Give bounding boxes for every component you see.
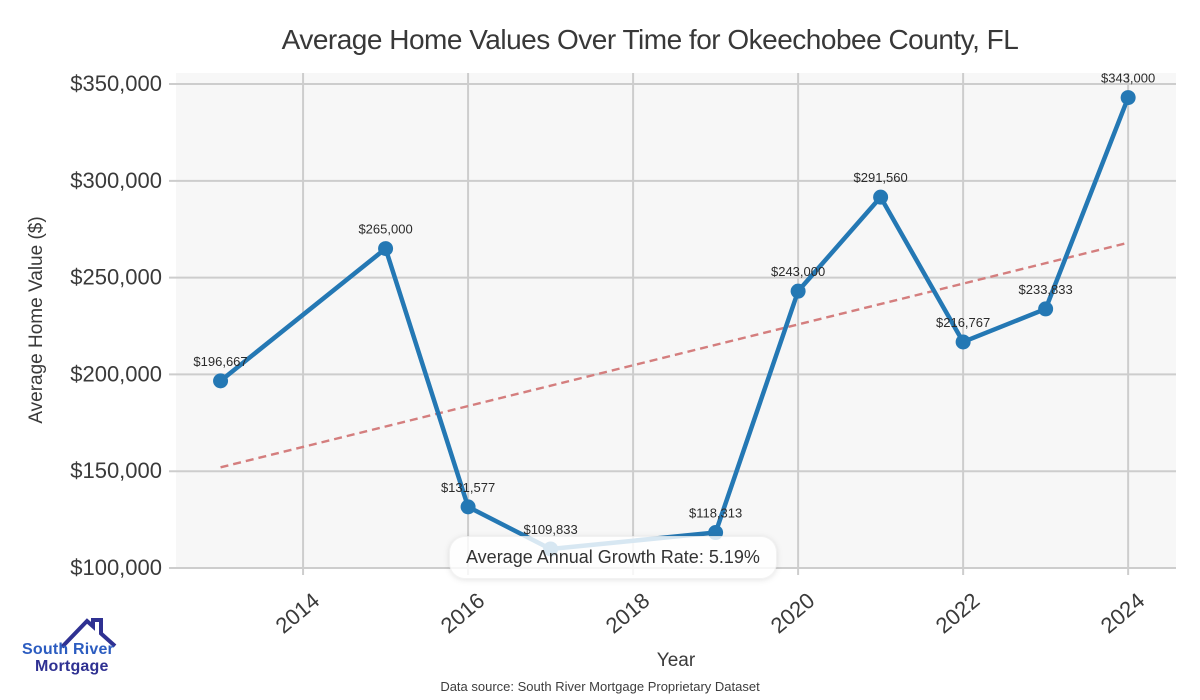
y-tick-label: $250,000: [70, 265, 162, 290]
data-point: [460, 499, 476, 515]
x-axis-title: Year: [656, 650, 696, 671]
y-tick-label: $150,000: [70, 458, 162, 483]
x-tick-label: 2022: [931, 588, 985, 639]
data-point-label: $216,767: [936, 315, 990, 330]
y-tick-label: $300,000: [70, 168, 162, 193]
logo-text-primary: South River: [22, 641, 114, 658]
chart-title: Average Home Values Over Time for Okeech…: [281, 24, 1019, 55]
data-point-label: $233,833: [1019, 282, 1073, 297]
x-tick-label: 2016: [436, 588, 490, 639]
data-point-label: $109,833: [523, 522, 577, 537]
plot-area: [176, 73, 1176, 568]
data-point: [1038, 301, 1054, 317]
data-point-label: $265,000: [358, 222, 412, 237]
y-tick-label: $200,000: [70, 361, 162, 386]
x-tick-label: 2024: [1096, 588, 1150, 639]
data-point: [873, 189, 889, 205]
data-point-label: $131,577: [441, 480, 495, 495]
company-logo: South River Mortgage: [14, 610, 144, 690]
data-point-label: $196,667: [193, 354, 247, 369]
x-tick-label: 2014: [271, 588, 325, 639]
data-point: [790, 283, 806, 299]
data-point-label: $291,560: [854, 170, 908, 185]
data-source-note: Data source: South River Mortgage Propri…: [440, 679, 760, 694]
logo-text-secondary: Mortgage: [35, 658, 109, 675]
x-tick-label: 2020: [766, 588, 820, 639]
x-tick-label: 2018: [601, 588, 655, 639]
data-point-label: $243,000: [771, 264, 825, 279]
y-tick-label: $350,000: [70, 71, 162, 96]
data-point: [378, 241, 394, 257]
house-roof-icon: [60, 618, 117, 649]
data-point: [213, 373, 229, 389]
gridlines: [169, 73, 1176, 575]
y-tick-label: $100,000: [70, 555, 162, 580]
growth-rate-annotation: Average Annual Growth Rate: 5.19%: [449, 536, 777, 579]
data-point-label: $118,313: [689, 506, 742, 521]
data-point-label: $343,000: [1101, 71, 1155, 86]
value-line: [218, 95, 1131, 552]
data-point: [955, 334, 971, 350]
data-point: [1120, 90, 1136, 106]
